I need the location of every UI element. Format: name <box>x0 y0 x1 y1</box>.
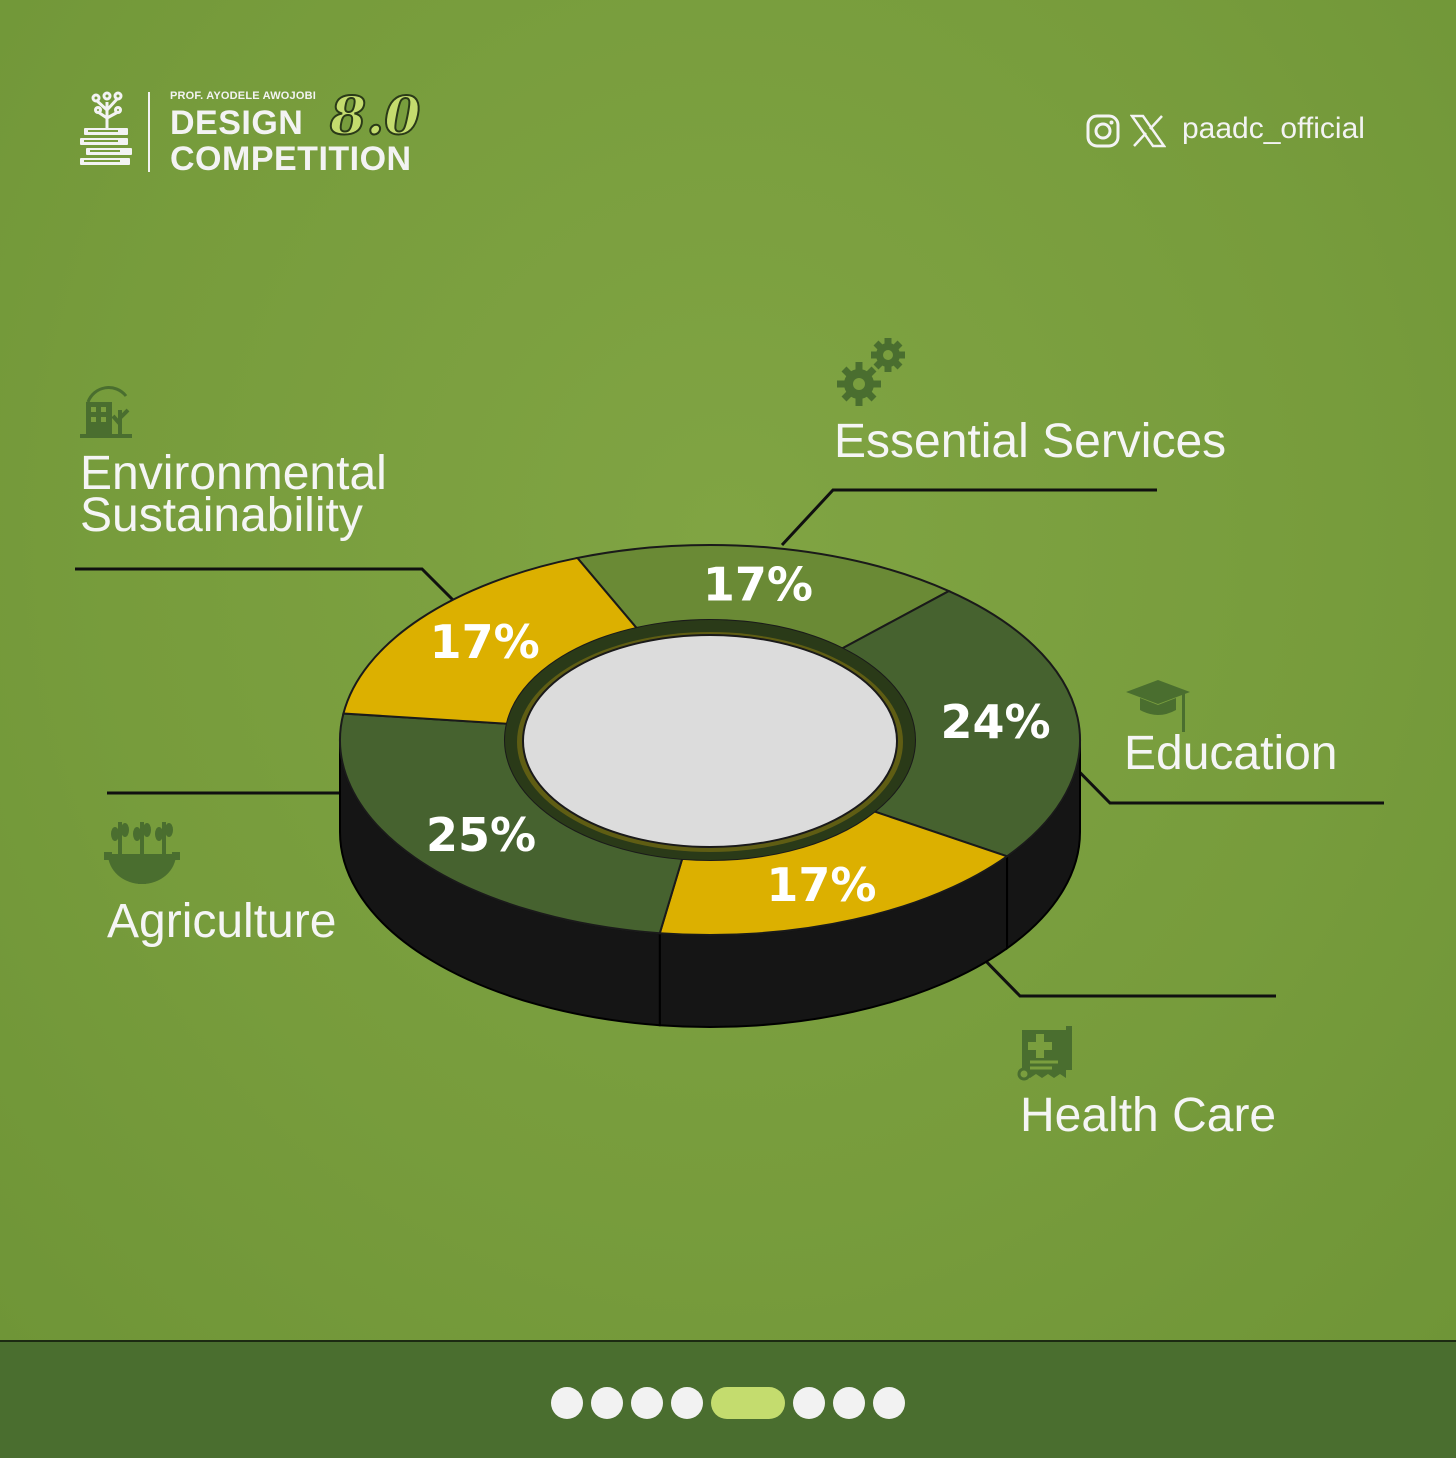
value-label-environmental-sustainability: 17% <box>430 615 540 669</box>
pager-dot-active[interactable] <box>711 1387 785 1419</box>
eco-building-icon <box>80 386 132 438</box>
label-environmental-line2: Sustainability <box>80 489 363 542</box>
pager-dot[interactable] <box>833 1387 865 1419</box>
logo-version: 8.0 <box>329 85 421 148</box>
pager-dot[interactable] <box>631 1387 663 1419</box>
logo-subtitle: PROF. AYODELE AWOJOBI <box>170 90 317 102</box>
label-agriculture: Agriculture <box>107 895 337 948</box>
leader-line-essential-services <box>780 488 1157 547</box>
value-label-health-care: 17% <box>766 858 876 912</box>
brand-logo: PROF. AYODELE AWOJOBI DESIGN COMPETITION… <box>78 85 458 178</box>
logo-title-line2: COMPETITION <box>170 140 412 178</box>
label-education: Education <box>1124 727 1338 780</box>
crops-gear-icon <box>104 822 180 884</box>
social-links: paadc_official <box>1086 110 1386 150</box>
gears-icon <box>837 338 905 406</box>
pager-dot[interactable] <box>671 1387 703 1419</box>
logo-title-line1: DESIGN <box>170 104 304 142</box>
donut-hole <box>522 634 898 848</box>
pager-dot[interactable] <box>793 1387 825 1419</box>
x-icon[interactable] <box>1130 114 1166 148</box>
label-health-care: Health Care <box>1020 1089 1277 1142</box>
medical-document-icon <box>1017 1026 1072 1081</box>
carousel-pager <box>0 1385 1456 1421</box>
label-essential-services: Essential Services <box>834 415 1227 468</box>
value-label-essential-services: 17% <box>703 558 813 612</box>
graduation-cap-icon <box>1126 680 1190 732</box>
leader-line-environmental <box>75 567 466 613</box>
pager-dot[interactable] <box>873 1387 905 1419</box>
books-tree-icon <box>80 91 132 165</box>
logo-divider <box>148 92 150 172</box>
instagram-icon[interactable] <box>1086 114 1120 148</box>
value-label-education: 24% <box>941 695 1051 749</box>
social-handle[interactable]: paadc_official <box>1182 112 1365 145</box>
donut-chart: 17% 24% 17% 25% 17% <box>75 338 1384 1081</box>
label-environmental-line1: Environmental <box>80 447 387 500</box>
pager-dot[interactable] <box>591 1387 623 1419</box>
value-label-agriculture: 25% <box>426 808 536 862</box>
pager-dot[interactable] <box>551 1387 583 1419</box>
